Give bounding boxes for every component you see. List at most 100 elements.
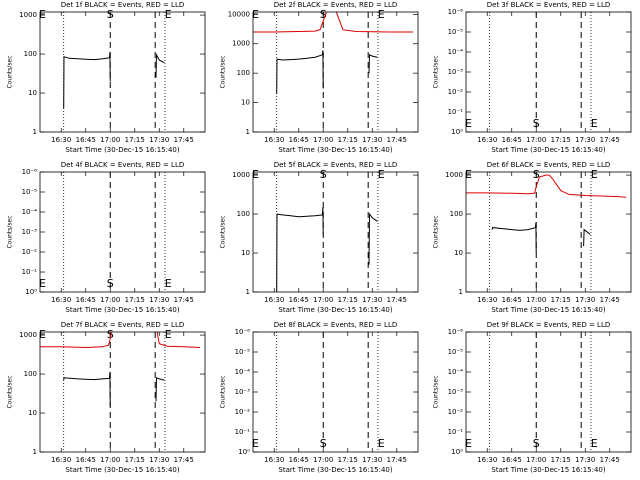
annotation: E (378, 8, 385, 21)
x-tick-label: 17:00 (526, 296, 546, 304)
y-tick-label: 10⁻⁶ (448, 328, 464, 336)
annotation: E (465, 437, 472, 450)
chart-title: Det 9f BLACK = Events, RED = LLD (487, 321, 610, 329)
y-tick-label: 100 (24, 50, 37, 58)
annotation: E (165, 277, 172, 290)
y-tick-label: 10⁻¹ (22, 268, 38, 276)
y-tick-label: 10 (28, 409, 37, 417)
y-tick-label: 1000 (445, 171, 463, 179)
y-tick-label: 10⁻³ (448, 388, 464, 396)
y-axis-label: Counts/sec (7, 375, 14, 408)
annotation: E (252, 168, 259, 181)
x-axis-label: Start Time (30-Dec-15 16:15:40) (278, 466, 392, 474)
y-tick-label: 1 (246, 288, 250, 296)
y-tick-label: 10000 (228, 10, 250, 18)
y-tick-label: 10⁻¹ (448, 428, 464, 436)
y-tick-label: 10⁻⁶ (22, 168, 38, 176)
plot-frame (465, 171, 632, 293)
x-tick-label: 17:45 (174, 456, 194, 464)
y-tick-label: 1000 (19, 11, 37, 19)
plot-frame (39, 171, 206, 293)
plot-frame (39, 11, 206, 133)
panel: Det 2f BLACK = Events, RED = LLD Counts/s… (220, 1, 419, 154)
x-tick-label: 16:30 (477, 136, 497, 144)
y-tick-label: 10 (241, 249, 250, 257)
chart-title: Det 7f BLACK = Events, RED = LLD (61, 321, 184, 329)
x-tick-label: 16:45 (502, 456, 522, 464)
chart-title: Det 1f BLACK = Events, RED = LLD (61, 1, 184, 9)
y-tick-label: 100 (450, 210, 463, 218)
x-axis-label: Start Time (30-Dec-15 16:15:40) (491, 146, 605, 154)
annotation: S (107, 277, 114, 290)
series-line (63, 372, 165, 407)
y-tick-label: 10⁻² (448, 88, 464, 96)
y-axis-label: Counts/sec (220, 375, 227, 408)
x-tick-label: 17:15 (125, 456, 145, 464)
x-tick-label: 16:45 (289, 456, 309, 464)
y-tick-label: 10⁻⁴ (22, 208, 38, 216)
x-tick-label: 16:45 (76, 456, 96, 464)
x-tick-label: 16:30 (264, 296, 284, 304)
y-tick-label: 10⁻⁴ (448, 368, 464, 376)
y-tick-label: 1000 (19, 331, 37, 339)
y-tick-label: 10⁻³ (235, 388, 251, 396)
panel: Det 8f BLACK = Events, RED = LLD Counts/s… (220, 321, 419, 474)
plot-frame (465, 11, 632, 133)
y-tick-label: 10⁻³ (22, 228, 38, 236)
x-tick-label: 17:30 (575, 456, 595, 464)
x-tick-label: 17:00 (100, 456, 120, 464)
x-tick-label: 16:45 (76, 296, 96, 304)
annotation: E (39, 328, 46, 341)
series-line (40, 332, 201, 349)
series-line (491, 222, 591, 254)
plot-frame (252, 331, 419, 453)
annotation: E (252, 437, 259, 450)
x-tick-label: 16:30 (477, 296, 497, 304)
x-tick-label: 17:00 (313, 136, 333, 144)
x-tick-label: 17:15 (338, 296, 358, 304)
y-tick-label: 10⁻⁵ (235, 348, 251, 356)
y-tick-label: 100 (24, 370, 37, 378)
x-tick-label: 16:30 (264, 136, 284, 144)
x-tick-label: 16:45 (502, 136, 522, 144)
annotation: S (107, 8, 114, 21)
y-tick-label: 10⁻¹ (235, 428, 251, 436)
y-tick-label: 10⁻⁶ (448, 8, 464, 16)
x-tick-label: 17:00 (526, 456, 546, 464)
y-axis-label: Counts/sec (433, 55, 440, 88)
y-tick-label: 1 (33, 128, 37, 136)
x-tick-label: 17:30 (575, 296, 595, 304)
x-tick-label: 17:45 (600, 456, 620, 464)
x-tick-label: 17:45 (387, 296, 407, 304)
x-tick-label: 17:45 (600, 296, 620, 304)
y-axis-label: Counts/sec (7, 55, 14, 88)
y-tick-label: 100 (237, 210, 250, 218)
series-line (466, 174, 627, 198)
chart-title: Det 4f BLACK = Events, RED = LLD (61, 161, 184, 169)
y-axis-label: Counts/sec (7, 215, 14, 248)
chart-title: Det 2f BLACK = Events, RED = LLD (274, 1, 397, 9)
x-tick-label: 17:45 (387, 136, 407, 144)
panel: Det 6f BLACK = Events, RED = LLD Counts/s… (433, 161, 632, 314)
x-tick-label: 17:15 (551, 296, 571, 304)
x-tick-label: 17:00 (313, 456, 333, 464)
annotation: S (107, 328, 114, 341)
x-tick-label: 17:45 (600, 136, 620, 144)
x-tick-label: 17:45 (174, 296, 194, 304)
x-tick-label: 17:30 (362, 456, 382, 464)
chart-title: Det 3f BLACK = Events, RED = LLD (487, 1, 610, 9)
x-tick-label: 16:45 (289, 136, 309, 144)
plot-frame (465, 331, 632, 453)
annotation: E (465, 117, 472, 130)
y-axis-label: Counts/sec (220, 215, 227, 248)
series-line (63, 52, 165, 109)
annotation: E (252, 8, 259, 21)
y-tick-label: 1000 (232, 40, 250, 48)
y-tick-label: 10⁻² (448, 408, 464, 416)
y-tick-label: 10 (454, 249, 463, 257)
x-tick-label: 16:30 (51, 456, 71, 464)
series-line (276, 207, 378, 292)
y-tick-label: 10⁰ (25, 288, 37, 296)
panel: Det 5f BLACK = Events, RED = LLD Counts/s… (220, 161, 419, 314)
x-tick-label: 17:15 (125, 136, 145, 144)
